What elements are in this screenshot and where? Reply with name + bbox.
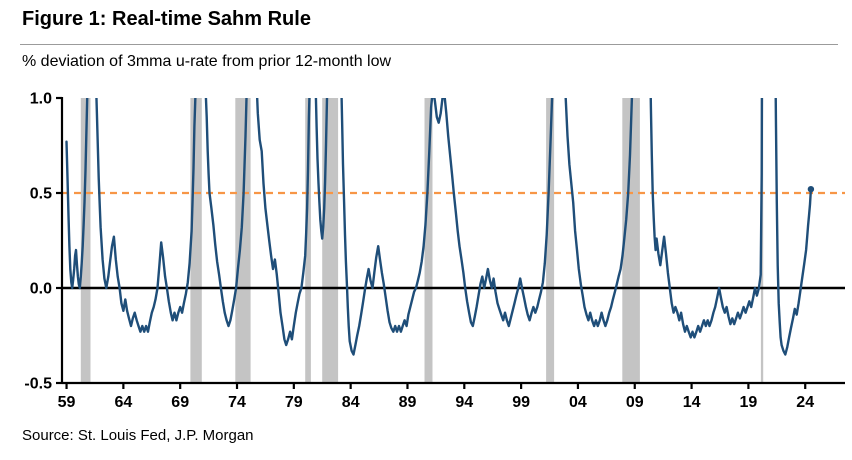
- recession-band: [305, 98, 311, 383]
- x-tick-label: 89: [399, 394, 417, 411]
- tick-labels: 1.0 0.5 0.0 -0.5 59 64 69 74 79 84 89 94 99 04 09 14 19 2…: [24, 91, 814, 412]
- x-tick-label: 19: [740, 394, 758, 411]
- x-tick-label: 09: [626, 394, 644, 411]
- x-tick-label: 64: [115, 394, 133, 411]
- title-divider: [20, 44, 838, 45]
- recession-band: [235, 98, 251, 383]
- y-tick-label: 0.0: [30, 281, 52, 298]
- recession-bands: [80, 98, 764, 383]
- x-tick-label: 79: [285, 394, 303, 411]
- x-tick-label: 99: [512, 394, 530, 411]
- y-tick-label: -0.5: [24, 376, 52, 393]
- recession-band: [622, 98, 640, 383]
- recession-band: [80, 98, 91, 383]
- y-tick-label: 1.0: [30, 91, 52, 108]
- x-tick-label: 84: [342, 394, 360, 411]
- source-note: Source: St. Louis Fed, J.P. Morgan: [22, 427, 254, 444]
- recession-band: [424, 98, 433, 383]
- x-tick-label: 14: [683, 394, 701, 411]
- x-tick-label: 69: [171, 394, 189, 411]
- x-tick-label: 04: [569, 394, 587, 411]
- y-tick-label: 0.5: [30, 186, 52, 203]
- recession-band: [190, 98, 202, 383]
- recession-band: [546, 98, 555, 383]
- sahm-line: [65, 98, 813, 356]
- x-tick-label: 94: [455, 394, 473, 411]
- axes: [56, 96, 845, 389]
- sahm-rule-chart: 1.0 0.5 0.0 -0.5 59 64 69 74 79 84 89 94 99 04 09 14 19 2…: [24, 91, 845, 412]
- latest-point-marker: [807, 186, 815, 193]
- figure-subtitle: % deviation of 3mma u-rate from prior 12…: [22, 53, 392, 70]
- figure-title: Figure 1: Real-time Sahm Rule: [22, 8, 311, 30]
- x-tick-label: 24: [796, 394, 814, 411]
- recession-band: [322, 98, 339, 383]
- x-tick-label: 59: [58, 394, 76, 411]
- x-tick-label: 74: [228, 394, 246, 411]
